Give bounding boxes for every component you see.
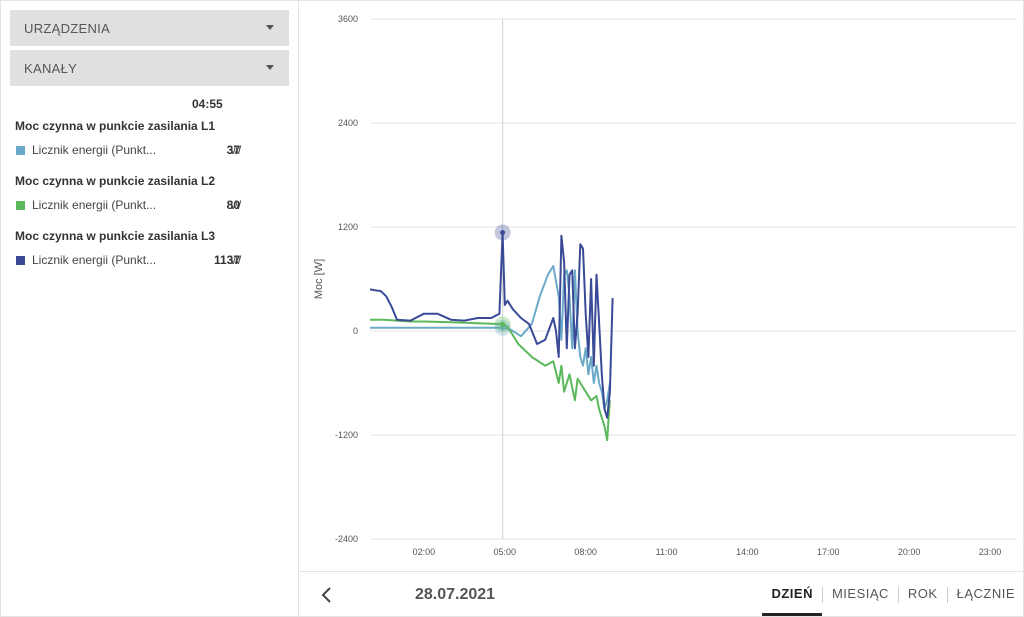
caret-down-icon <box>266 65 274 70</box>
chart-svg[interactable]: 3600 2400 1200 0 -1200 -2400 02:00 05:00 08:00 11… <box>300 0 1024 571</box>
tab-year[interactable]: ROK <box>907 586 938 601</box>
x-tick-label: 05:00 <box>494 547 517 557</box>
legend-row-label: Licznik energii (Punkt... <box>32 143 157 157</box>
x-tick-label: 11:00 <box>656 547 678 557</box>
cursor-marker-l2 <box>500 321 506 327</box>
period-tabs: DZIEŃ MIESIĄC ROK ŁĄCZNIE <box>762 572 1024 617</box>
legend-row-value: 1137 <box>213 253 240 267</box>
caret-down-icon <box>266 25 274 30</box>
legend-row-value: 37 <box>226 143 240 157</box>
tab-divider <box>821 587 823 603</box>
tab-month[interactable]: MIESIĄC <box>831 586 889 601</box>
legend-row-label: Licznik energii (Punkt... <box>32 253 157 267</box>
legend-group-l2: Moc czynna w punkcie zasilania L2 Liczni… <box>15 174 285 216</box>
legend-row[interactable]: Licznik energii (Punkt... 37 W <box>15 141 285 161</box>
legend-row[interactable]: Licznik energii (Punkt... 80 W <box>15 196 285 216</box>
x-tick-label: 20:00 <box>898 547 921 557</box>
sidebar: URZĄDZENIA KANAŁY 04:55 Moc czynna w pun… <box>0 0 299 617</box>
series-swatch <box>16 256 25 265</box>
current-date: 28.07.2021 <box>415 586 496 603</box>
legend-row-value: 80 <box>226 198 240 212</box>
tab-divider <box>897 587 899 603</box>
legend-group-title: Moc czynna w punkcie zasilania L3 <box>15 229 216 243</box>
devices-dropdown-label: URZĄDZENIA <box>24 21 111 36</box>
legend-row[interactable]: Licznik energii (Punkt... 1137 W <box>15 251 285 271</box>
legend-row-label: Licznik energii (Punkt... <box>32 198 157 212</box>
x-tick-label: 14:00 <box>736 547 759 557</box>
channels-dropdown[interactable]: KANAŁY <box>10 50 289 86</box>
y-tick-label: 2400 <box>338 118 358 128</box>
y-tick-label: 3600 <box>338 14 358 24</box>
cursor-marker-l3 <box>500 229 506 235</box>
series-line-l2 <box>370 318 611 442</box>
cursor-marker-l1 <box>500 325 506 331</box>
x-tick-label: 02:00 <box>413 547 436 557</box>
y-tick-label: -2400 <box>335 534 358 544</box>
legend-group-l3: Moc czynna w punkcie zasilania L3 Liczni… <box>15 229 285 271</box>
tab-divider <box>946 587 948 603</box>
tab-day[interactable]: DZIEŃ <box>762 572 822 617</box>
channels-dropdown-label: KANAŁY <box>24 61 78 76</box>
chevron-left-icon <box>321 587 331 603</box>
legend-group-title: Moc czynna w punkcie zasilania L2 <box>15 174 216 188</box>
power-chart[interactable]: 3600 2400 1200 0 -1200 -2400 02:00 05:00 08:00 11… <box>300 0 1024 571</box>
y-tick-label: -1200 <box>335 430 358 440</box>
legend-row-unit: W <box>230 198 242 212</box>
series-swatch <box>16 201 25 210</box>
devices-dropdown[interactable]: URZĄDZENIA <box>10 10 289 46</box>
y-axis-title: Moc [W] <box>313 259 325 299</box>
bottom-bar: 28.07.2021 DZIEŃ MIESIĄC ROK ŁĄCZNIE <box>300 571 1024 617</box>
series-line-l3 <box>369 231 614 419</box>
series-swatch <box>16 146 25 155</box>
cursor-time-readout: 04:55 <box>192 97 223 111</box>
previous-day-button[interactable] <box>316 584 338 606</box>
x-tick-label: 08:00 <box>574 547 597 557</box>
legend-row-unit: W <box>230 143 242 157</box>
x-tick-label: 17:00 <box>817 547 840 557</box>
legend-group-title: Moc czynna w punkcie zasilania L1 <box>15 119 216 133</box>
tab-total[interactable]: ŁĄCZNIE <box>956 586 1015 601</box>
legend-row-unit: W <box>230 253 242 267</box>
y-tick-label: 0 <box>353 326 358 336</box>
legend-group-l1: Moc czynna w punkcie zasilania L1 Liczni… <box>15 119 285 161</box>
x-tick-label: 23:00 <box>979 547 1002 557</box>
y-tick-label: 1200 <box>338 222 358 232</box>
